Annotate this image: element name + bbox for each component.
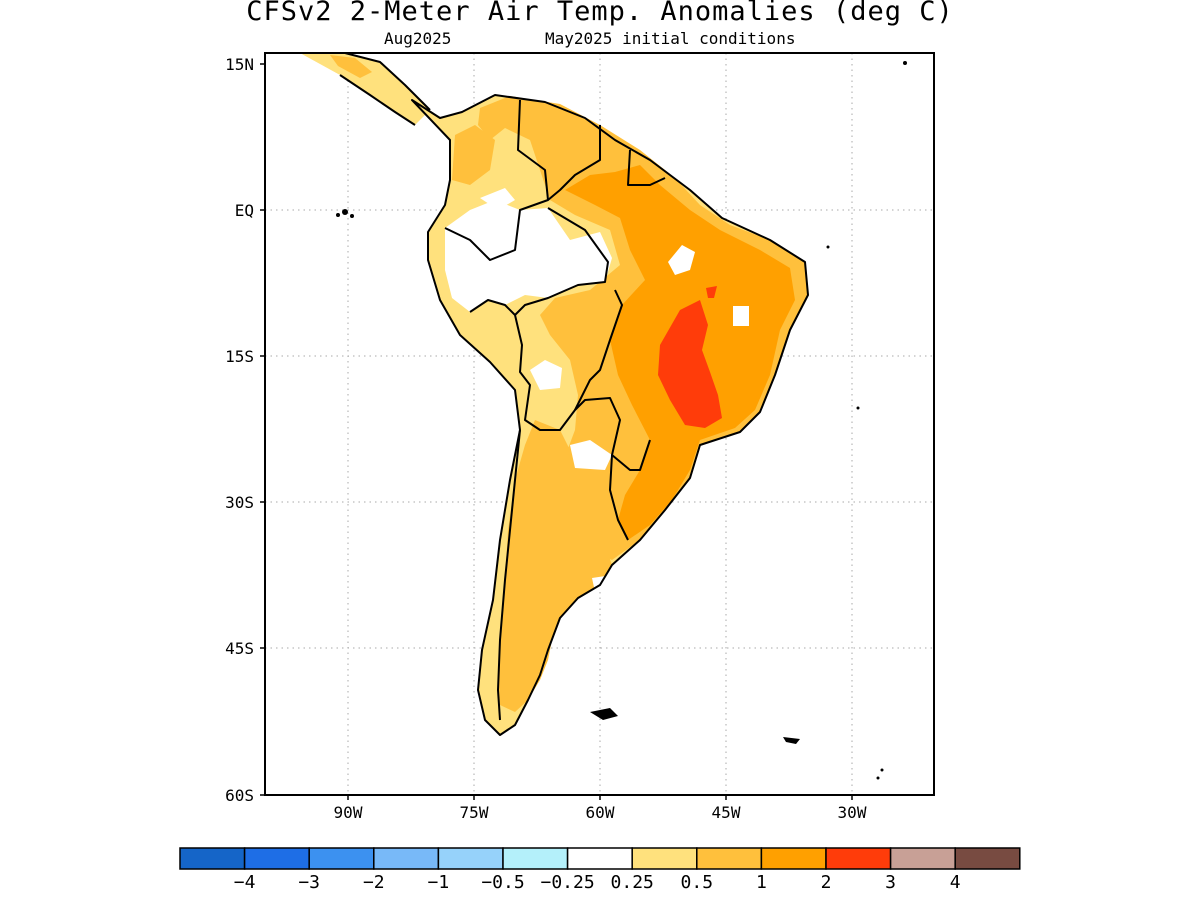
colorbar-swatch (760, 847, 827, 870)
lon-label: 75W (460, 803, 489, 822)
map-gridlines (265, 53, 934, 795)
colorbar-swatch (179, 847, 246, 870)
lat-label: 45S (225, 639, 254, 658)
lon-label: 30W (838, 803, 867, 822)
colorbar: −4 −3 −2 −1 −0.5 −0.25 0.25 0.5 1 2 3 4 (179, 847, 1021, 893)
colorbar-label: −2 (363, 872, 385, 893)
colorbar-label: −4 (234, 872, 256, 893)
anomaly-0p5-1-west (452, 125, 495, 185)
anomaly-near-zero-chaco (570, 440, 612, 470)
initial-conditions-label: May2025 initial conditions (545, 29, 796, 48)
colorbar-label: −1 (428, 872, 450, 893)
lat-label: 15S (225, 347, 254, 366)
colorbar-swatch (308, 847, 375, 870)
colorbar-label: 0.5 (681, 872, 714, 893)
latitude-labels: 15N EQ 15S 30S 45S 60S (225, 55, 254, 805)
colorbar-swatch (437, 847, 504, 870)
valid-month-label: Aug2025 (384, 29, 452, 48)
colorbar-label: 2 (821, 872, 832, 893)
colorbar-label: 1 (756, 872, 767, 893)
colorbar-label: 3 (885, 872, 896, 893)
longitude-labels: 90W 75W 60W 45W 30W (334, 803, 867, 822)
colorbar-swatch (502, 847, 569, 870)
anomaly-near-zero-amazon (445, 200, 612, 312)
colorbar-label: −3 (298, 872, 320, 893)
lon-label: 45W (712, 803, 741, 822)
lon-label: 90W (334, 803, 363, 822)
central-america-land (300, 53, 430, 125)
colorbar-label: 4 (950, 872, 961, 893)
colorbar-swatch (954, 847, 1021, 870)
colorbar-swatch (889, 847, 956, 870)
map-title: CFSv2 2-Meter Air Temp. Anomalies (deg C… (246, 0, 954, 27)
anomaly-near-zero-east (668, 245, 695, 275)
colorbar-label: −0.25 (541, 872, 595, 893)
colorbar-swatch (243, 847, 310, 870)
lat-label: 60S (225, 786, 254, 805)
lat-label: 30S (225, 493, 254, 512)
axis-ticks (260, 63, 853, 800)
colorbar-swatch (631, 847, 698, 870)
lat-label: 15N (225, 55, 254, 74)
lat-label: EQ (235, 201, 254, 220)
colorbar-label: 0.25 (611, 872, 654, 893)
colorbar-label: −0.5 (481, 872, 524, 893)
colorbar-swatch (825, 847, 892, 870)
colorbar-swatch (566, 847, 633, 870)
anomaly-near-zero-bolivia (530, 360, 562, 390)
anomaly-2-3 (658, 300, 722, 428)
islands (336, 61, 907, 780)
lon-label: 60W (586, 803, 615, 822)
anomaly-field (300, 53, 809, 736)
anomaly-0p5-1-south (498, 420, 612, 712)
colorbar-swatch (373, 847, 440, 870)
coastlines-and-borders (300, 53, 809, 736)
colorbar-swatch (696, 847, 763, 870)
